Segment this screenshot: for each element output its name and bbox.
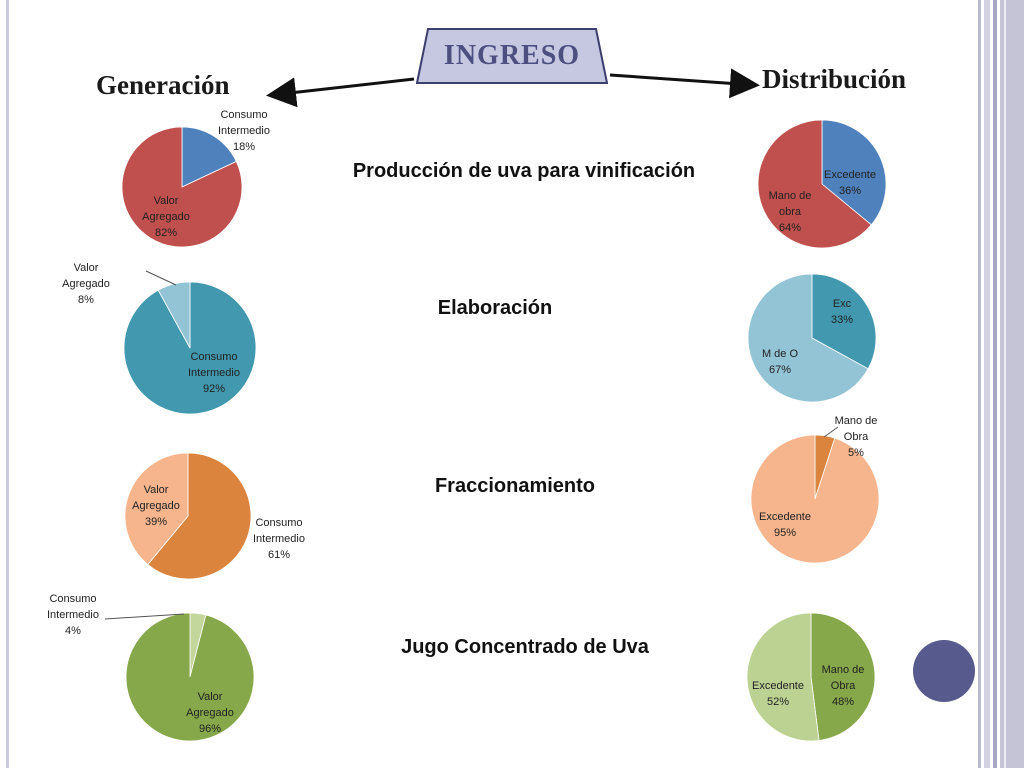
pie-label-valor-agregado: Valor Agregado 82% [142,195,190,239]
pie-slice-mano-de-obra [757,119,872,249]
pie-label-valor-agregado: Valor Agregado 39% [132,484,180,528]
label-leader-line [145,270,177,286]
pie-label-exc: Exc 33% [831,298,853,326]
pie-chart-jugo-generacion: Valor Agregado 96% Consumo Intermedio 4% [47,593,255,742]
pie-label-consumo-intermedio: Consumo Intermedio 4% [47,593,99,637]
ingreso-title: INGRESO [443,40,581,71]
generacion-title: Generación [96,70,230,100]
pie-slice-m-de-o [747,273,869,403]
row-label-produccion: Producción de uva para vinificación [352,160,696,182]
pie-label-m-de-o: M de O 67% [762,348,799,376]
frame-right-rule-2 [984,0,990,768]
pie-label-excedente: Excedente 95% [759,511,811,539]
pie-label-mano-de-obra: Mano de Obra 48% [822,664,865,708]
pie-chart-elaboracion-distribucion: Exc 33% M de O 67% [747,273,877,403]
pie-label-valor-agregado: Valor Agregado 8% [62,262,110,306]
pie-slice-consumo-intermedio [147,452,252,580]
frame-left-rule [6,0,9,768]
pie-chart-fraccionamiento-distribucion: Mano de Obra 5% Excedente 95% [750,415,880,564]
pie-label-excedente: Excedente 36% [824,169,876,197]
pie-label-valor-agregado: Valor Agregado 96% [186,691,234,735]
label-leader-line [823,426,839,438]
label-leader-line [104,613,185,620]
pie-slice-excedente [750,434,880,564]
pie-label-consumo-intermedio: Consumo Intermedio 61% [253,517,305,561]
pie-slice-mano-de-obra [810,612,876,741]
pie-slice-valor-agregado [124,452,189,566]
pie-chart-fraccionamiento-generacion: Consumo Intermedio 61% Valor Agregado 39% [124,452,305,580]
frame-right-rule-1 [978,0,981,768]
pie-slice-exc [811,273,877,370]
pie-slice-excedente [821,119,887,226]
pie-slice-valor-agregado [121,126,243,248]
pie-label-excedente: Excedente 52% [752,680,804,708]
pie-label-mano-de-obra: Mano de Obra 5% [835,415,878,459]
pie-label-consumo-intermedio: Consumo Intermedio 92% [188,351,240,395]
distribucion-title: Distribución [762,64,907,94]
pie-label-consumo-intermedio: Consumo Intermedio 18% [218,109,270,153]
pie-label-mano-de-obra: Mano de obra 64% [769,190,812,234]
ingreso-box: INGRESO [416,28,608,84]
pie-chart-jugo-distribucion: Mano de Obra 48% Excedente 52% [746,612,876,742]
pie-slice-consumo-intermedio [181,126,237,188]
row-label-jugo-concentrado: Jugo Concentrado de Uva [401,636,649,658]
pie-slice-valor-agregado [125,612,255,742]
frame-right-rule-4 [1004,0,1006,768]
frame-right-rule-3 [993,0,997,768]
row-label-elaboracion: Elaboración [437,297,553,319]
pie-chart-elaboracion-generacion: Consumo Intermedio 92% Valor Agregado 8% [62,262,257,415]
decorative-circle [913,640,975,702]
pie-slice-excedente [746,612,820,742]
pie-chart-produccion-distribucion: Excedente 36% Mano de obra 64% [757,119,887,249]
ingreso-trapezoid-shape [416,28,608,84]
pie-chart-produccion-generacion: Consumo Intermedio 18% Valor Agregado 82% [121,109,270,248]
row-label-fraccionamiento: Fraccionamiento [434,475,596,497]
